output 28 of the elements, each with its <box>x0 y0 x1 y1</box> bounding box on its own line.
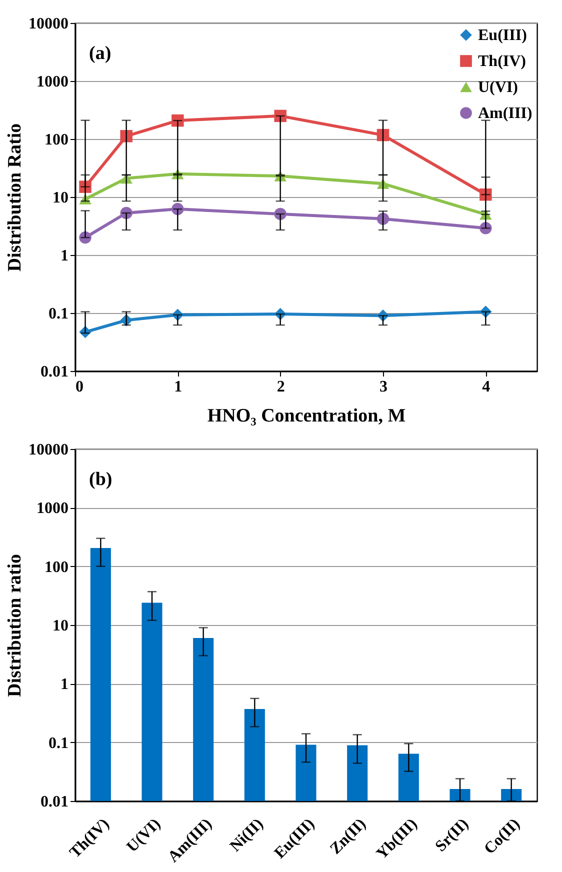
annotation: (a) <box>89 43 112 64</box>
legend-label: Th(IV) <box>478 53 526 70</box>
y-tick-label: 10 <box>52 618 68 634</box>
legend-label: U(VI) <box>478 79 518 96</box>
x-tick-label: 1 <box>174 378 182 396</box>
x-tick-label: 3 <box>380 378 388 396</box>
x-tick-label: 0 <box>76 378 84 396</box>
x-axis-title: HNO₃ Concentration, M <box>207 406 406 426</box>
y-tick-label: 10000 <box>28 442 68 458</box>
y-tick-label: 0.1 <box>48 306 68 322</box>
y-tick-label: 10000 <box>28 16 68 32</box>
x-tick-label: 2 <box>276 378 285 396</box>
y-tick-label: 1000 <box>36 500 68 518</box>
y-axis-title: Distribution Ratio <box>4 123 26 272</box>
y-tick-label: 0.1 <box>48 734 68 752</box>
x-tick-label: 4 <box>482 378 490 396</box>
legend-label: Am(III) <box>478 105 532 122</box>
y-tick-label: 1 <box>60 676 68 694</box>
y-tick-label: 100 <box>44 558 68 576</box>
y-axis-title: Distribution ratio <box>4 554 26 698</box>
annotation: (b) <box>89 469 112 490</box>
y-tick-label: 10 <box>52 190 68 206</box>
legend-label: Eu(III) <box>478 27 527 44</box>
y-tick-label: 0.01 <box>40 794 68 810</box>
y-tick-label: 1000 <box>36 74 68 90</box>
y-tick-label: 100 <box>44 132 68 148</box>
y-tick-label: 1 <box>60 248 68 264</box>
y-tick-label: 0.01 <box>40 364 68 380</box>
